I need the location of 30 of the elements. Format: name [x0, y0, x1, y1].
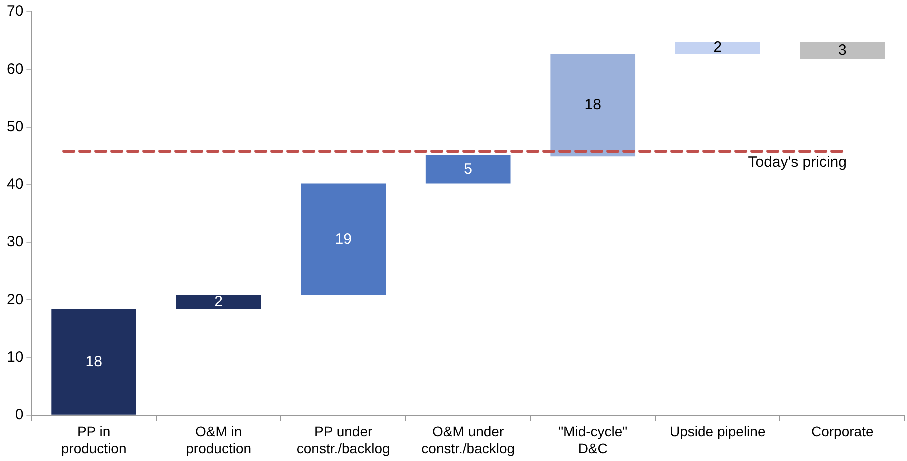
bar: [176, 296, 262, 310]
x-tick-label: PP in production: [61, 424, 127, 456]
x-tick-label: "Mid-cycle" D&C: [558, 424, 628, 456]
y-tick-label: 40: [6, 176, 24, 194]
y-tick-label: 30: [6, 234, 24, 251]
bar: [301, 184, 386, 296]
x-tick-label: O&M in production: [186, 424, 252, 456]
data-label: 2: [714, 39, 722, 56]
ref-line-label: Today's pricing: [748, 154, 847, 172]
x-tick-label: PP under constr./backlog: [296, 424, 390, 456]
y-tick-label: 60: [6, 60, 24, 78]
bar: [800, 42, 886, 60]
bar: [675, 42, 760, 54]
data-label: 18: [584, 96, 602, 114]
data-label: 3: [838, 42, 847, 59]
bar: [52, 309, 136, 415]
bar: [550, 54, 636, 157]
data-label: 2: [214, 294, 223, 311]
y-tick-label: 70: [6, 3, 24, 20]
y-tick-label: 20: [6, 291, 24, 308]
x-tick-label: O&M under constr./backlog: [422, 424, 516, 456]
x-tick-label: Upside pipeline: [670, 424, 766, 440]
data-label: 18: [86, 353, 102, 370]
y-tick-label: 0: [15, 406, 24, 424]
x-tick-label: Corporate: [811, 424, 874, 440]
y-tick-label: 10: [6, 348, 24, 366]
y-tick-label: 50: [6, 118, 24, 136]
bar: [426, 155, 511, 184]
data-label: 19: [335, 230, 352, 248]
data-label: 5: [464, 160, 473, 178]
